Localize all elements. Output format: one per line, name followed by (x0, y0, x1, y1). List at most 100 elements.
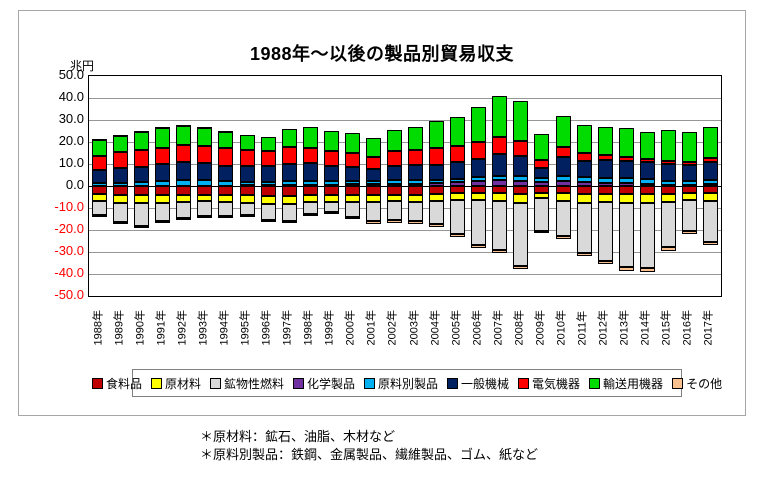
bar-segment-products-by-material (661, 181, 676, 185)
bar-segment-products-by-material (703, 180, 718, 184)
legend-swatch-icon (209, 377, 221, 389)
bar-segment-chemicals (218, 216, 233, 218)
bar-segment-transport-equipment (619, 128, 634, 157)
bar-segment-electrical-machinery (303, 148, 318, 163)
bar-segment-mineral-fuels (113, 203, 128, 222)
bar-segment-raw-materials (155, 195, 170, 203)
bar-segment-general-machinery (682, 165, 697, 181)
bar-segment-electrical-machinery (661, 161, 676, 164)
bar-segment-mineral-fuels (513, 203, 528, 266)
bar-segment-transport-equipment (197, 128, 212, 146)
bar-segment-general-machinery (303, 163, 318, 181)
bar-segment-products-by-material (218, 181, 233, 186)
bar-segment-transport-equipment (324, 131, 339, 151)
x-tick-label: 1991年 (155, 310, 168, 346)
bar-segment-food-products (92, 186, 107, 194)
bar-segment-transport-equipment (282, 129, 297, 147)
bar-segment-electrical-machinery (429, 148, 444, 165)
x-tick-label: 2014年 (639, 310, 652, 346)
x-tick-label: 2005年 (450, 310, 463, 346)
legend-item-transport-equipment: 輸送用機器 (589, 375, 663, 392)
bar-segment-food-products (471, 186, 486, 193)
bar-segment-others (324, 212, 339, 214)
bar-segment-general-machinery (556, 157, 571, 176)
legend-label: 電気機器 (532, 376, 581, 391)
bar-segment-products-by-material (492, 176, 507, 180)
bar-segment-others (598, 261, 613, 264)
bar-segment-food-products (492, 186, 507, 193)
bar-segment-food-products (534, 186, 549, 193)
bar-segment-mineral-fuels (492, 201, 507, 250)
bar-segment-others (92, 139, 107, 141)
bar-segment-mineral-fuels (408, 202, 423, 221)
bar-segment-raw-materials (703, 193, 718, 201)
bar-segment-chemicals (92, 215, 107, 217)
bar-segment-transport-equipment (240, 135, 255, 150)
bar-segment-chemicals (598, 183, 613, 186)
x-tick-label: 1990年 (134, 310, 147, 346)
bar-segment-mineral-fuels (261, 204, 276, 220)
bar-segment-products-by-material (577, 177, 592, 182)
x-tick-label: 1994年 (218, 310, 231, 346)
legend-label: 食料品 (105, 376, 142, 391)
x-tick-label: 1997年 (281, 310, 294, 346)
bar-segment-raw-materials (429, 194, 444, 201)
bar-segment-chemicals (492, 180, 507, 186)
bar-segment-others (450, 234, 465, 237)
bar-segment-general-machinery (661, 164, 676, 181)
bar-segment-transport-equipment (556, 116, 571, 147)
legend-item-raw-materials: 原材料 (150, 375, 201, 392)
bar-segment-others (471, 245, 486, 248)
x-tick-label: 2013年 (618, 310, 631, 346)
y-tick-label: -20.0 (54, 221, 84, 236)
bar-segment-chemicals (155, 221, 170, 223)
bar-segment-electrical-machinery (682, 162, 697, 165)
bar-segment-food-products (240, 186, 255, 195)
bar-segment-products-by-material (450, 179, 465, 182)
bar-segment-raw-materials (282, 196, 297, 204)
x-tick-label: 2010年 (555, 310, 568, 346)
bar-segment-chemicals (176, 218, 191, 220)
bar-segment-others (408, 221, 423, 224)
gridline (89, 142, 721, 143)
bar-segment-raw-materials (345, 195, 360, 202)
bar-segment-others (261, 220, 276, 222)
bar-segment-raw-materials (513, 194, 528, 203)
bar-segment-chemicals (471, 181, 486, 186)
bar-segment-products-by-material (471, 177, 486, 181)
bar-segment-mineral-fuels (661, 202, 676, 247)
bar-segment-general-machinery (92, 170, 107, 183)
bar-segment-transport-equipment (408, 127, 423, 150)
bar-segment-general-machinery (429, 165, 444, 180)
bar-segment-products-by-material (197, 180, 212, 186)
bar-segment-transport-equipment (703, 127, 718, 158)
bar-segment-electrical-machinery (450, 146, 465, 162)
bar-segment-transport-equipment (492, 96, 507, 137)
bar-segment-food-products (261, 186, 276, 196)
bar-segment-food-products (682, 186, 697, 193)
bar-segment-food-products (513, 186, 528, 194)
bar-segment-raw-materials (366, 195, 381, 202)
bar-segment-electrical-machinery (366, 157, 381, 169)
bar-segment-others (113, 135, 128, 137)
y-tick-label: 30.0 (58, 111, 84, 126)
bar-segment-electrical-machinery (471, 142, 486, 159)
bar-segment-general-machinery (387, 166, 402, 180)
bar-segment-raw-materials (598, 194, 613, 202)
y-tick-label: 40.0 (58, 89, 84, 104)
bar-segment-others (197, 127, 212, 129)
bar-segment-others (661, 247, 676, 251)
bar-segment-chemicals (703, 184, 718, 186)
bar-segment-raw-materials (134, 195, 149, 203)
bar-segment-raw-materials (240, 195, 255, 203)
legend-swatch-icon (589, 377, 601, 389)
bar-segment-food-products (134, 186, 149, 195)
bar-segment-chemicals (534, 182, 549, 186)
y-tick-label: 0.0 (65, 177, 84, 192)
bar-segment-general-machinery (492, 154, 507, 176)
bar-segment-transport-equipment (471, 107, 486, 142)
bar-segment-food-products (598, 186, 613, 194)
gridline (89, 230, 721, 231)
bar-segment-chemicals (113, 222, 128, 224)
y-tick-label: -40.0 (54, 265, 84, 280)
